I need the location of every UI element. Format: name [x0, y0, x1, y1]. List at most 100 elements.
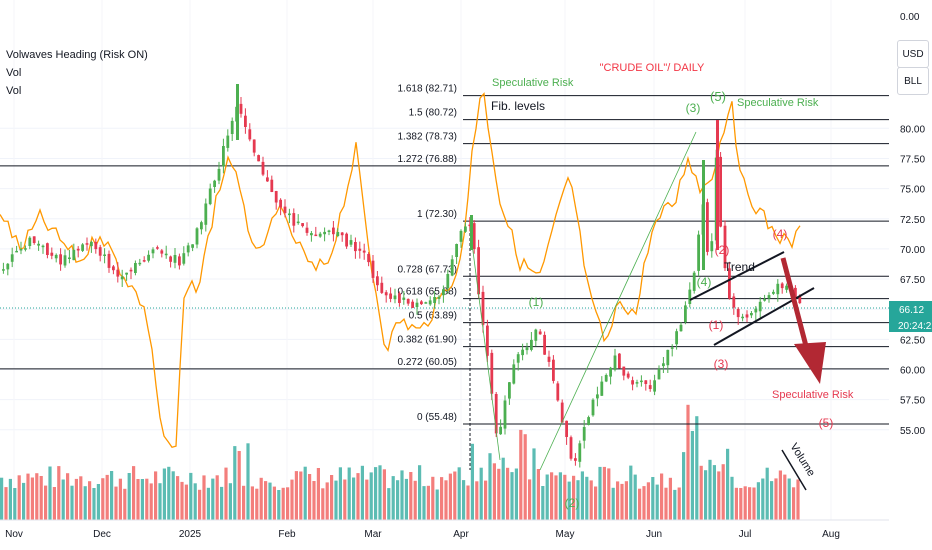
- candle-body: [178, 256, 181, 266]
- volume-bar: [690, 431, 694, 520]
- spec-risk-label-2: Speculative Risk: [737, 97, 819, 109]
- volume-bar: [721, 464, 725, 520]
- candle-body: [226, 135, 230, 148]
- volume-bar: [387, 488, 391, 520]
- price-tick-label: 60.00: [900, 366, 925, 377]
- candle-body: [613, 355, 617, 370]
- volume-bar: [457, 467, 461, 520]
- candle-body: [85, 243, 89, 245]
- price-tick-label: 57.50: [900, 396, 925, 407]
- wave-label-red-1: (1): [709, 318, 724, 332]
- unit-button[interactable]: BLL: [897, 67, 929, 95]
- volume-bar: [321, 488, 325, 520]
- time-tick-label: Jul: [739, 529, 752, 540]
- candle-body: [428, 300, 432, 305]
- candle-body: [534, 329, 538, 341]
- volume-bar: [651, 477, 655, 520]
- fib-level-label: 1 (72.30): [417, 209, 457, 220]
- fib-level-label: 0 (55.48): [417, 412, 457, 423]
- volume-bar: [44, 485, 48, 520]
- candle-body: [274, 191, 278, 203]
- candle-body: [318, 233, 322, 237]
- candle-body: [398, 293, 401, 303]
- candle-body: [785, 285, 788, 290]
- candle-body: [402, 297, 406, 300]
- volume-bar: [110, 471, 114, 520]
- candle-body: [494, 394, 498, 434]
- candle-body: [591, 399, 595, 416]
- volume-bar: [642, 486, 646, 520]
- candle-body: [151, 249, 155, 254]
- candle-body: [609, 367, 612, 377]
- candle-body: [239, 103, 243, 114]
- legend-vol-1: Vol: [6, 67, 22, 79]
- volume-bar: [409, 472, 413, 520]
- volume-bar: [717, 471, 721, 520]
- candle-body: [486, 325, 489, 356]
- volume-bar: [431, 476, 435, 520]
- wave-line: [539, 131, 697, 471]
- volume-bar: [259, 477, 263, 520]
- candle-body: [763, 298, 766, 301]
- volume-bar: [616, 481, 620, 520]
- candle-body: [648, 385, 652, 389]
- volume-bar: [334, 480, 338, 520]
- fib-level-label: 1.382 (78.73): [398, 132, 458, 143]
- volume-bar: [778, 470, 782, 520]
- volume-bar: [501, 457, 505, 520]
- volume-bar: [22, 482, 26, 520]
- volume-bar: [607, 468, 611, 520]
- indicator-series-line: [0, 92, 801, 448]
- candle-body: [270, 179, 274, 192]
- volume-bar: [145, 478, 149, 520]
- volume-bar: [514, 468, 518, 520]
- volume-bar: [550, 472, 554, 520]
- candle-body: [340, 232, 344, 236]
- volume-bar: [404, 478, 408, 520]
- volume-bar: [497, 468, 501, 520]
- volume-bar: [369, 472, 373, 520]
- volume-bar: [4, 487, 8, 520]
- volume-bar: [233, 446, 237, 520]
- candle-body: [697, 234, 700, 271]
- candle-body: [41, 245, 45, 248]
- volume-bar: [74, 478, 78, 520]
- candle-body: [63, 255, 67, 266]
- volume-bar: [660, 473, 664, 520]
- candle-body: [640, 380, 643, 383]
- volume-bar: [567, 481, 571, 520]
- volume-bar: [712, 465, 716, 520]
- volume-bar: [237, 451, 241, 520]
- last-price-box: [889, 301, 932, 318]
- candle-body: [556, 383, 560, 401]
- indicator-legend: Volwaves Heading (Risk ON) Vol Vol: [6, 46, 148, 100]
- volume-bar: [629, 465, 633, 520]
- volume-bar: [598, 466, 602, 520]
- currency-button[interactable]: USD: [897, 40, 929, 68]
- candle-body: [552, 359, 555, 381]
- candle-body: [644, 380, 648, 384]
- volume-bar: [215, 475, 219, 520]
- volume-bar: [695, 416, 699, 520]
- volume-bar: [202, 475, 206, 520]
- volume-bar: [572, 475, 576, 520]
- volume-bar: [92, 488, 96, 520]
- candle-body: [411, 301, 414, 308]
- volume-bar: [35, 473, 39, 520]
- volume-bar: [699, 465, 703, 520]
- wave-labels: (1) (2) (3) (4) (5) (1) (2) (3) (4) (5): [529, 89, 834, 510]
- candle-body: [406, 298, 410, 304]
- time-tick-label: Feb: [278, 529, 296, 540]
- volume-bar: [140, 479, 144, 520]
- candle-body: [138, 262, 142, 265]
- volume-bar: [330, 475, 334, 520]
- candle-body: [702, 160, 705, 270]
- volume-bar: [554, 475, 558, 520]
- volume-bar: [739, 488, 743, 520]
- volume-bar: [356, 473, 360, 520]
- candle-body: [459, 230, 463, 242]
- fib-level-label: 1.272 (76.88): [398, 154, 458, 165]
- candle-body: [94, 241, 98, 250]
- time-tick-label: Apr: [453, 529, 469, 540]
- candle-body: [516, 354, 520, 363]
